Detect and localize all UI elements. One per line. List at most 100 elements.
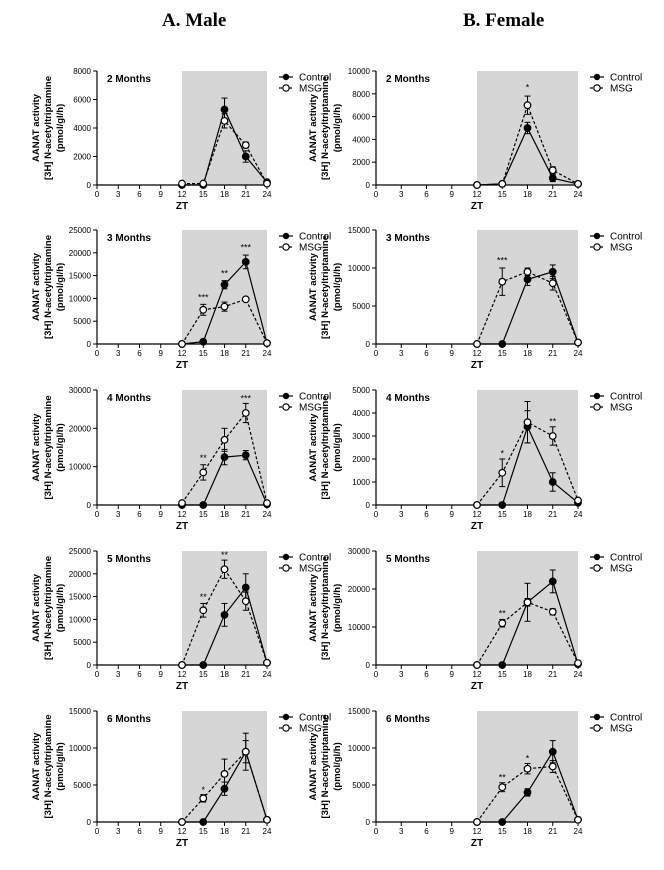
x-tick-label: 21 [548, 349, 557, 358]
legend-control-label: Control [299, 73, 331, 84]
msg-point [220, 435, 229, 444]
x-tick-label: 9 [159, 827, 164, 836]
msg-point [548, 607, 557, 616]
dark-phase-shading [477, 230, 578, 344]
legend-control-label: Control [299, 232, 331, 243]
x-tick-label: 0 [95, 190, 100, 199]
legend-msg-marker [593, 403, 601, 411]
legend-control-marker [282, 73, 290, 81]
x-tick-label: 6 [137, 670, 142, 679]
significance-marker: ** [549, 417, 557, 427]
panel-female-2: 0 5000 10000 15000 0 3 6 9 12 15 18 21 24 ZT AANAT act… [308, 226, 642, 371]
msg-point [523, 418, 532, 427]
x-tick-label: 0 [95, 510, 100, 519]
control-point [548, 174, 557, 183]
x-tick-label: 6 [424, 510, 429, 519]
y-tick-label: 6000 [352, 113, 370, 122]
legend-msg-marker [282, 243, 290, 251]
panel-male-3: 0 10000 20000 30000 0 3 6 9 12 15 18 21 24 ZT AANAT ac… [31, 386, 331, 532]
msg-point [241, 295, 250, 304]
msg-point [263, 179, 271, 188]
msg-point [574, 496, 582, 505]
x-tick-label: 18 [523, 827, 532, 836]
significance-marker: *** [497, 255, 508, 265]
legend-msg-marker [593, 564, 601, 572]
x-tick-label: 12 [473, 510, 482, 519]
y-tick-label: 4000 [352, 135, 370, 144]
x-tick-label: 21 [548, 670, 557, 679]
x-tick-label: 0 [374, 349, 379, 358]
legend-control-label: Control [610, 232, 642, 243]
x-tick-label: 9 [450, 510, 455, 519]
significance-marker: * [500, 449, 504, 459]
panel-title: 4 Months [386, 393, 430, 404]
y-tick-label: 5000 [352, 781, 370, 790]
legend-control-label: Control [610, 553, 642, 564]
msg-point [220, 302, 229, 311]
significance-marker: ** [221, 269, 229, 279]
significance-marker: ** [499, 608, 507, 618]
x-axis-label: ZT [471, 201, 483, 212]
x-tick-label: 9 [159, 190, 164, 199]
msg-point [199, 794, 208, 803]
y-tick-label: 0 [366, 181, 371, 190]
y-axis-label: (pmol/gl/h) [55, 742, 66, 791]
msg-point [263, 815, 271, 824]
msg-point [178, 499, 186, 507]
significance-marker: * [526, 82, 530, 92]
series-msg-line [181, 568, 268, 666]
x-tick-label: 21 [241, 190, 250, 199]
y-axis-label: [3H] N-acetyltriptamine [320, 556, 331, 660]
x-tick-label: 24 [574, 670, 583, 679]
significance-marker: * [201, 785, 205, 795]
msg-point [473, 340, 481, 348]
legend-control-label: Control [610, 73, 642, 84]
control-point [523, 124, 532, 132]
x-tick-label: 3 [399, 349, 404, 358]
legend-msg-marker [282, 403, 290, 411]
msg-point [178, 818, 186, 826]
x-tick-label: 24 [574, 349, 583, 358]
control-point [548, 267, 557, 276]
x-tick-label: 3 [399, 670, 404, 679]
x-tick-label: 15 [199, 510, 208, 519]
x-tick-label: 21 [548, 510, 557, 519]
legend-control-marker [593, 73, 601, 81]
x-axis-label: ZT [471, 360, 483, 371]
x-tick-label: 24 [263, 827, 272, 836]
y-axis-label: [3H] N-acetyltriptamine [320, 76, 331, 180]
x-tick-label: 9 [159, 510, 164, 519]
x-tick-label: 3 [116, 349, 121, 358]
y-axis-label: (pmol/gl/h) [55, 584, 66, 633]
x-tick-label: 18 [220, 827, 229, 836]
legend-msg-label: MSG [610, 564, 633, 575]
y-tick-label: 0 [366, 501, 371, 510]
y-tick-label: 5000 [73, 781, 91, 790]
legend-msg-label: MSG [299, 724, 322, 735]
x-tick-label: 18 [220, 670, 229, 679]
msg-point [241, 597, 250, 606]
y-tick-label: 5000 [73, 317, 91, 326]
x-tick-label: 3 [399, 190, 404, 199]
y-tick-label: 0 [87, 501, 92, 510]
panel-title: 6 Months [386, 714, 430, 725]
x-tick-label: 9 [450, 190, 455, 199]
y-tick-label: 10000 [348, 67, 371, 76]
y-tick-label: 1000 [352, 478, 370, 487]
x-tick-label: 6 [137, 349, 142, 358]
legend-control-marker [282, 392, 290, 400]
legend-msg-marker [282, 724, 290, 732]
y-axis-label: (pmol/gl/h) [332, 423, 343, 472]
significance-marker: ** [221, 550, 229, 560]
y-tick-label: 5000 [73, 638, 91, 647]
y-tick-label: 30000 [348, 547, 371, 556]
x-tick-label: 0 [374, 190, 379, 199]
x-tick-label: 18 [220, 349, 229, 358]
x-tick-label: 15 [498, 827, 507, 836]
x-tick-label: 24 [574, 827, 583, 836]
y-tick-label: 15000 [69, 707, 92, 716]
column-title-female: B. Female [463, 10, 545, 31]
y-tick-label: 0 [366, 661, 371, 670]
msg-point [523, 101, 532, 110]
